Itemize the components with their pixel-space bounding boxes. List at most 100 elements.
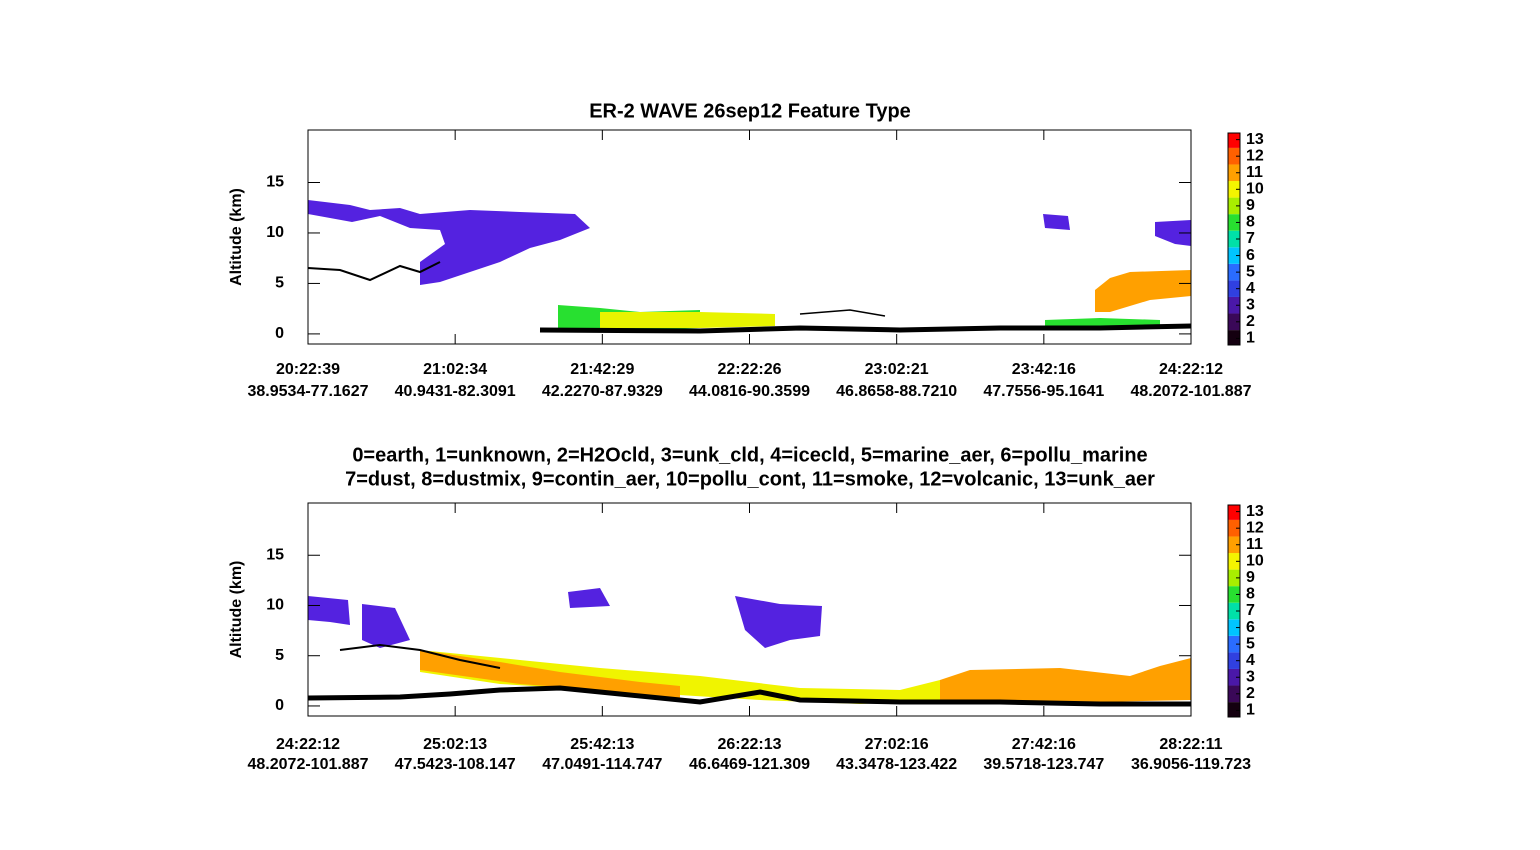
feature-region [940, 658, 1191, 702]
colorbar-tick-label: 5 [1246, 635, 1255, 652]
x-tick-label: 22:22:26 [717, 361, 781, 378]
colorbar-tick-label: 3 [1246, 296, 1255, 313]
colorbar-segment [1228, 164, 1240, 182]
colorbar-segment [1228, 133, 1240, 148]
chart-title: 0=earth, 1=unknown, 2=H2Ocld, 3=unk_cld,… [352, 444, 1147, 466]
x-location-label: 46.8658-88.7210 [836, 383, 957, 400]
colorbar-tick-label: 9 [1246, 197, 1255, 214]
chart-title: ER-2 WAVE 26sep12 Feature Type [589, 100, 911, 122]
plot-frame [307, 129, 1192, 345]
x-location-label: 36.9056-119.723 [1131, 756, 1251, 773]
colorbar-segment [1228, 702, 1240, 717]
feature-region [308, 596, 350, 625]
x-tick-label: 28:22:11 [1159, 736, 1222, 753]
colorbar-segment [1228, 652, 1240, 669]
colorbar-segment [1228, 635, 1240, 653]
colorbar-tick-label: 11 [1246, 536, 1263, 553]
colorbar-tick-label: 7 [1246, 230, 1255, 247]
colorbar-segment [1228, 230, 1240, 248]
colorbar-tick-label: 1 [1246, 330, 1255, 347]
x-tick-label: 26:22:13 [717, 736, 781, 753]
x-tick-label: 27:42:16 [1012, 736, 1076, 753]
x-location-label: 40.9431-82.3091 [395, 383, 516, 400]
x-location-label: 44.0816-90.3599 [689, 383, 810, 400]
feature-region [600, 312, 775, 328]
colorbar-tick-label: 4 [1246, 280, 1255, 297]
colorbar-tick-label: 12 [1246, 519, 1264, 536]
colorbar-tick-label: 13 [1246, 131, 1264, 148]
colorbar-tick-label: 3 [1246, 668, 1255, 685]
colorbar-segment [1228, 569, 1240, 587]
feature-region [308, 200, 590, 285]
feature-edge [339, 643, 501, 669]
x-location-label: 46.6469-121.309 [689, 756, 810, 773]
feature-region [735, 596, 822, 648]
colorbar-segment [1228, 668, 1240, 686]
colorbar-frame [1227, 504, 1241, 718]
y-tick-label: 15 [266, 546, 284, 563]
x-location-label: 38.9534-77.1627 [248, 383, 369, 400]
feature-layer [307, 200, 1192, 707]
feature-region [1043, 214, 1070, 230]
y-tick-label: 0 [275, 325, 284, 342]
x-location-label: 47.7556-95.1641 [983, 383, 1104, 400]
x-tick-label: 23:02:21 [865, 361, 929, 378]
ground-line [539, 323, 1192, 334]
colorbar-frame [1227, 132, 1241, 346]
feature-region [362, 604, 410, 648]
x-location-label: 42.2270-87.9329 [542, 383, 663, 400]
feature-region [1155, 220, 1191, 246]
x-tick-label: 24:22:12 [1159, 361, 1223, 378]
colorbar-segment [1228, 296, 1240, 314]
x-location-label: 43.3478-123.422 [836, 756, 957, 773]
x-location-label: 47.5423-108.147 [395, 756, 516, 773]
colorbar-tick-label: 1 [1246, 702, 1255, 719]
x-tick-label: 21:42:29 [570, 361, 634, 378]
colorbar-segment [1228, 519, 1240, 537]
colorbar-tick-label: 8 [1246, 586, 1255, 603]
colorbar-segment [1228, 263, 1240, 281]
colorbar-tick-label: 11 [1246, 164, 1263, 181]
colorbar-segment [1228, 247, 1240, 264]
y-tick-label: 10 [266, 224, 284, 241]
colorbar-tick-label: 12 [1246, 147, 1264, 164]
feature-edge [799, 309, 886, 317]
x-tick-label: 25:02:13 [423, 736, 487, 753]
colorbar-segment [1228, 181, 1240, 198]
x-tick-label: 27:02:16 [865, 736, 929, 753]
x-location-label: 48.2072-101.887 [1131, 383, 1252, 400]
colorbar-tick-label: 8 [1246, 214, 1255, 231]
colorbar-segment [1228, 536, 1240, 554]
colorbar-tick-label: 2 [1246, 685, 1255, 702]
x-tick-label: 21:02:34 [423, 361, 487, 378]
colorbar-segment [1228, 214, 1240, 231]
colorbar-segment [1228, 313, 1240, 331]
x-tick-label: 20:22:39 [276, 361, 340, 378]
y-tick-label: 10 [266, 597, 284, 614]
x-tick-label: 23:42:16 [1012, 361, 1076, 378]
y-axis-label: Altitude (km) [228, 561, 245, 659]
x-location-label: 39.5718-123.747 [983, 756, 1104, 773]
colorbar-tick-label: 10 [1246, 553, 1264, 570]
colorbar-tick-label: 9 [1246, 569, 1255, 586]
x-location-label: 47.0491-114.747 [542, 756, 662, 773]
colorbar-tick-label: 5 [1246, 263, 1255, 280]
colorbar-segment [1228, 553, 1240, 570]
feature-region [568, 588, 610, 608]
x-tick-label: 25:42:13 [570, 736, 634, 753]
ground-line [307, 685, 1191, 707]
colorbar-segment [1228, 685, 1240, 703]
colorbar-segment [1228, 330, 1240, 345]
y-tick-label: 5 [275, 647, 284, 664]
feature-region [420, 650, 680, 700]
colorbar-tick-label: 6 [1246, 619, 1255, 636]
colorbar-tick-label: 6 [1246, 247, 1255, 264]
y-tick-label: 15 [266, 174, 284, 191]
feature-edge [307, 261, 441, 282]
colorbar-tick-label: 2 [1246, 313, 1255, 330]
y-tick-label: 5 [275, 275, 284, 292]
chart-title: 7=dust, 8=dustmix, 9=contin_aer, 10=poll… [345, 468, 1155, 490]
colorbar-segment [1228, 280, 1240, 297]
feature-region [420, 650, 940, 704]
